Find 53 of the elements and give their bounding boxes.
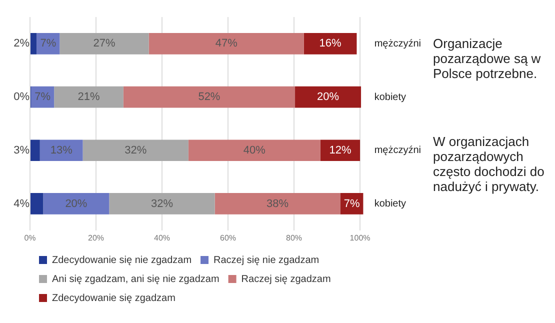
data-label: 3% [14, 144, 30, 156]
legend-label: Raczej się zgadzam [241, 274, 331, 285]
y-tick-label: kobiety [374, 198, 406, 210]
y-tick-label: kobiety [374, 92, 406, 103]
data-label: 52% [198, 91, 220, 104]
data-label: 27% [93, 38, 116, 50]
legend-label: Raczej się nie zgadzam [214, 254, 320, 266]
bar [82, 140, 188, 162]
bar [214, 193, 340, 214]
y-tick-label: mężczyźni [374, 38, 422, 50]
x-tick-label: 100% [350, 233, 370, 242]
bar [188, 140, 320, 162]
legend-label: Zdecydowanie się nie zgadzam [52, 254, 192, 266]
data-label: 21% [78, 91, 100, 104]
bar [123, 86, 296, 108]
data-label: 0% [14, 91, 30, 104]
x-tick-label: 80% [286, 233, 302, 242]
data-label: 7% [40, 38, 56, 50]
data-label: 16% [319, 38, 342, 50]
bar [148, 33, 304, 54]
data-label: 12% [329, 144, 352, 156]
data-label: 40% [243, 144, 266, 156]
x-tick-label: 60% [220, 233, 236, 242]
data-label: 20% [65, 198, 88, 210]
x-tick-label: 0% [24, 233, 36, 242]
y-tick-label: mężczyźni [374, 145, 422, 156]
bar [30, 193, 44, 214]
bar [54, 86, 124, 108]
bar [60, 33, 149, 54]
data-label: 4% [14, 198, 30, 210]
data-label: 38% [266, 198, 289, 210]
data-label: 47% [215, 38, 238, 50]
bar [304, 33, 357, 54]
bar [30, 140, 40, 162]
bar [30, 33, 37, 54]
x-tick-label: 40% [154, 233, 170, 242]
data-label: 20% [317, 91, 340, 104]
legend-label: Zdecydowanie się zgadzam [52, 292, 176, 304]
data-label: 7% [34, 91, 51, 104]
data-label: 2% [14, 38, 30, 50]
text: Organizacje pozarządowe są w Polsce potrzebne. [433, 36, 542, 81]
bar [109, 193, 215, 214]
bar [43, 193, 110, 214]
bar [40, 140, 83, 162]
bar [320, 140, 360, 162]
data-label: 32% [124, 144, 147, 156]
x-tick-label: 20% [88, 233, 104, 242]
text: W organizacjach pozarządowych często dochodzi do nadużyć i prywaty. [433, 134, 545, 194]
data-label: 32% [150, 198, 174, 210]
bar [295, 86, 362, 108]
data-label: 13% [50, 144, 73, 156]
data-label: 7% [344, 198, 360, 210]
legend-label: Ani się zgadzam, ani się nie zgadzam [52, 274, 220, 285]
